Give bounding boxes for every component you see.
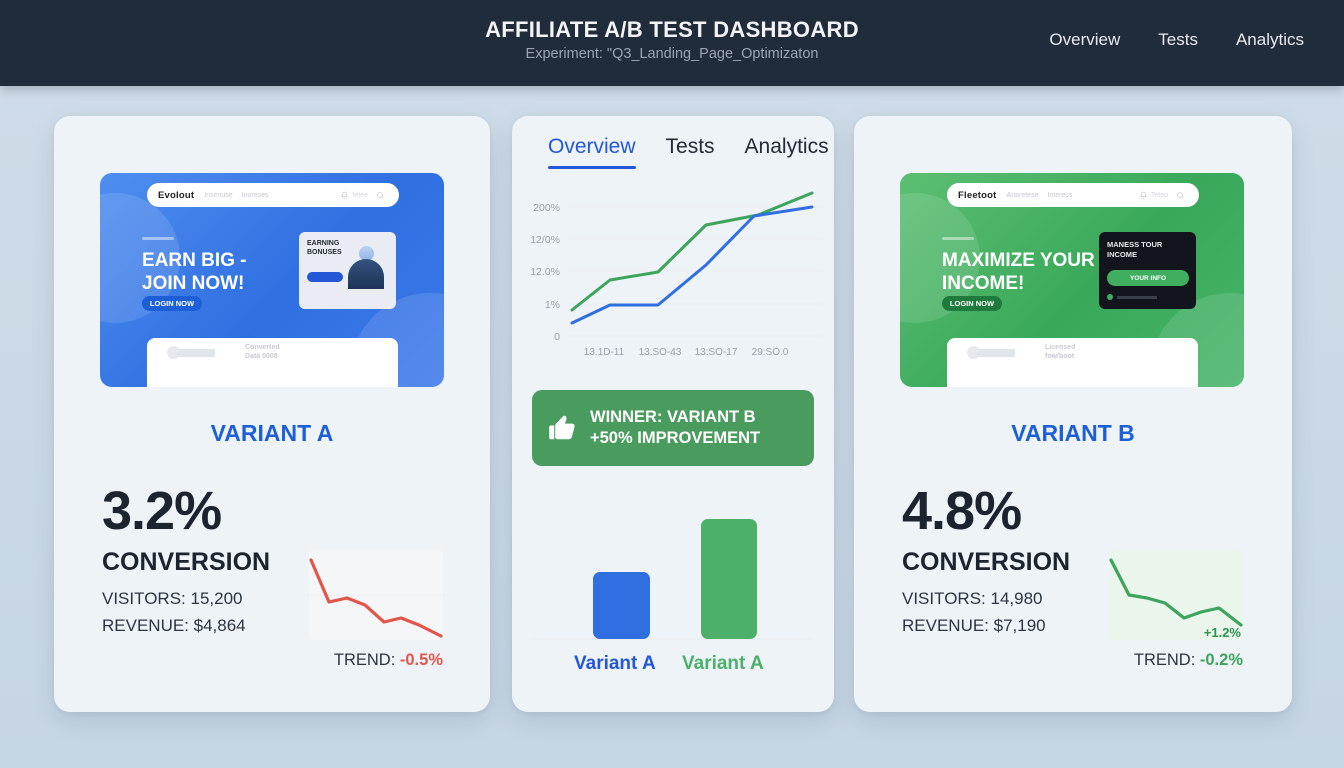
svg-text:12/0%: 12/0% xyxy=(530,234,560,246)
svg-text:13.1D-11: 13.1D-11 xyxy=(584,347,625,358)
svg-text:200%: 200% xyxy=(533,202,560,214)
svg-text:13:SO-17: 13:SO-17 xyxy=(695,347,738,358)
svg-text:29:SO.0: 29:SO.0 xyxy=(752,347,789,358)
svg-text:+1.2%: +1.2% xyxy=(1204,625,1242,640)
svg-text:0: 0 xyxy=(554,331,560,343)
svg-text:12.0%: 12.0% xyxy=(530,266,560,278)
svg-text:1%: 1% xyxy=(545,299,560,311)
svg-text:13.SO-43: 13.SO-43 xyxy=(639,347,682,358)
